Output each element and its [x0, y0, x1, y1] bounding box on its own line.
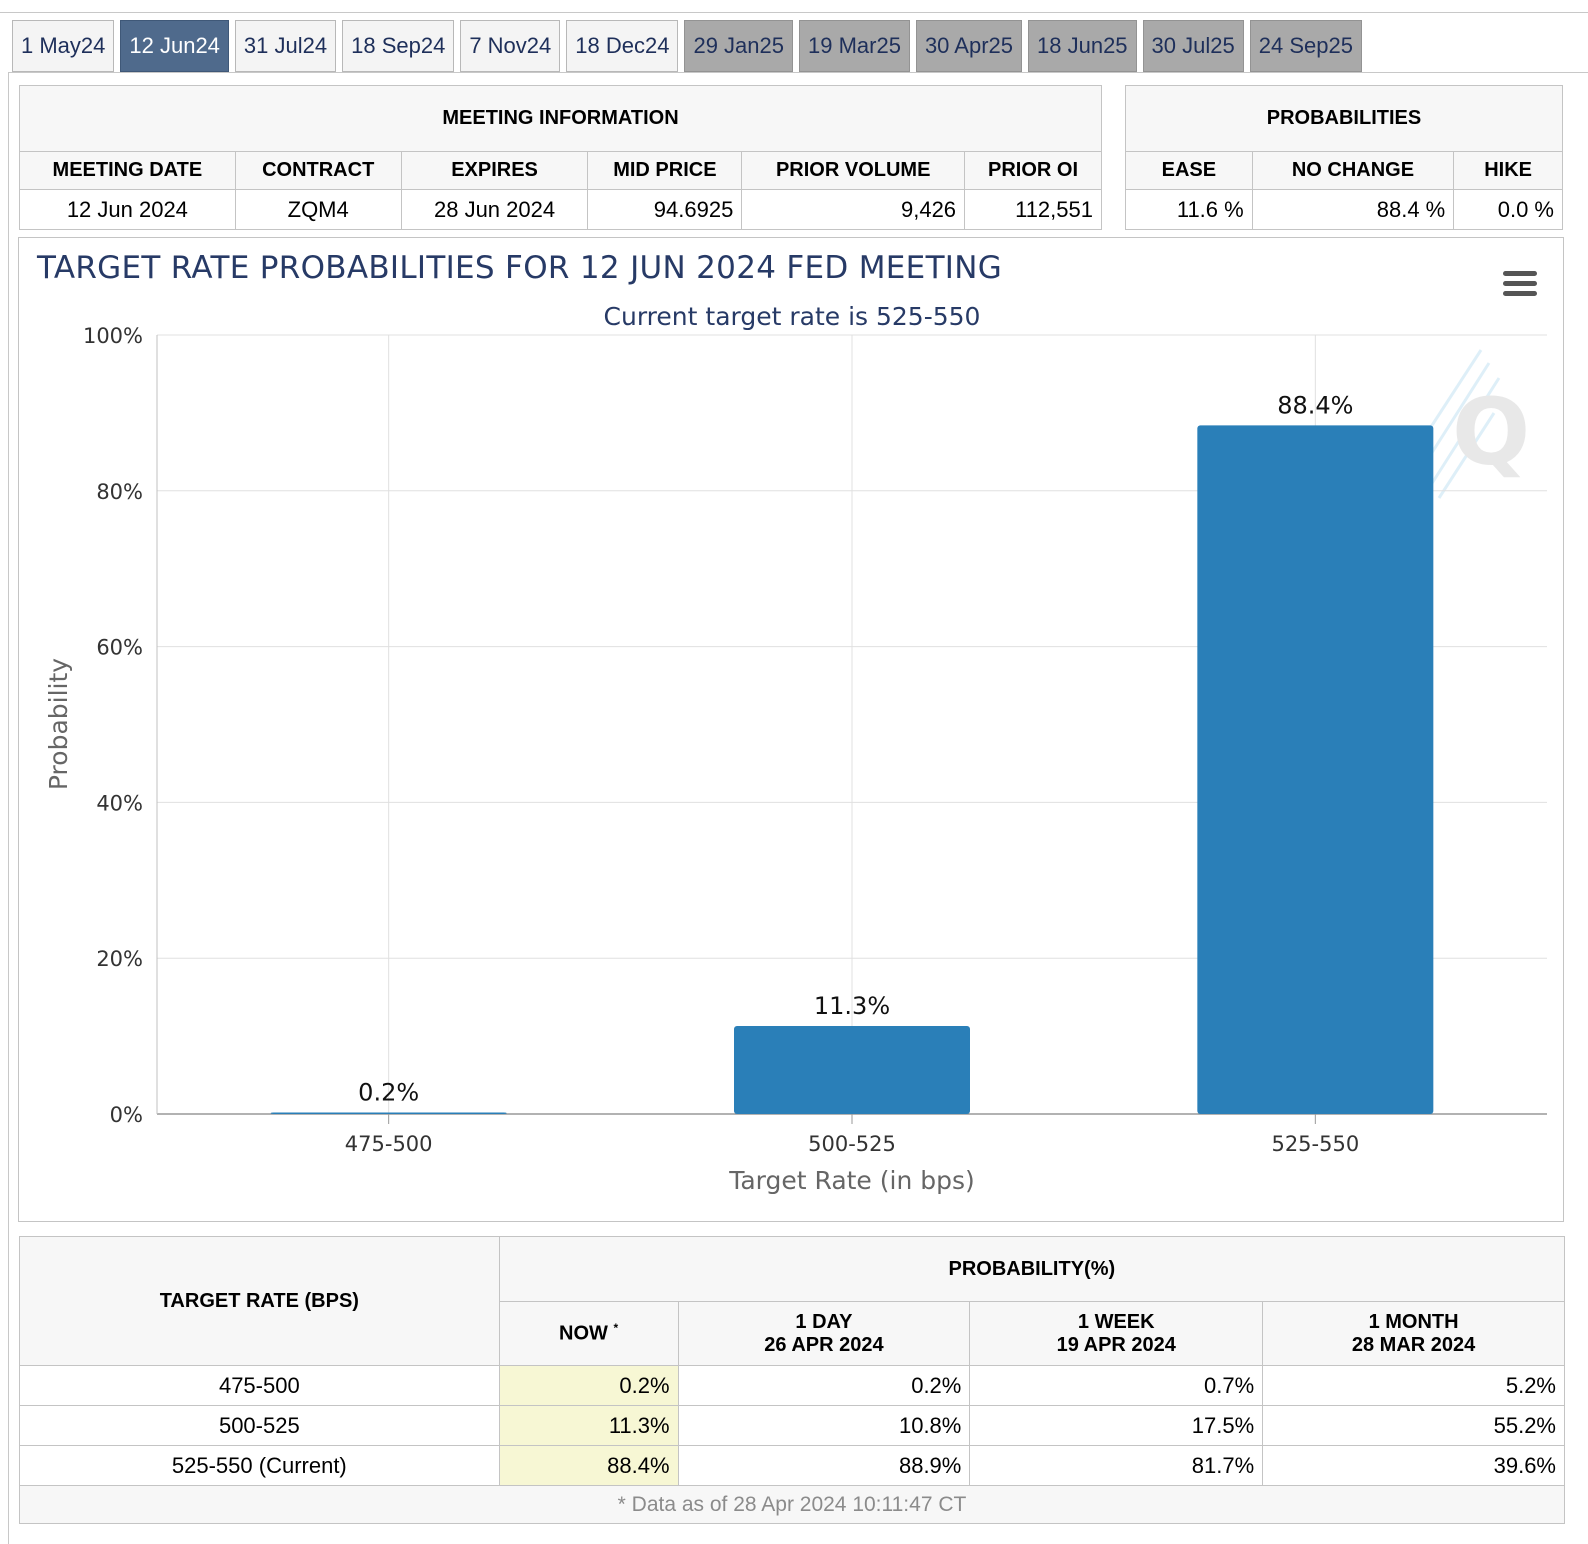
now-cell: 88.4% — [498, 1445, 679, 1486]
no-change-value: 88.4 % — [1251, 189, 1455, 230]
probabilities-title: PROBABILITIES — [1125, 85, 1563, 152]
hamburger-menu-icon[interactable] — [1503, 271, 1537, 299]
one-day-cell: 88.9% — [677, 1445, 971, 1486]
tab-18-sep24[interactable]: 18 Sep24 — [342, 20, 455, 72]
bar — [1197, 425, 1434, 1114]
one-week-cell: 81.7% — [969, 1445, 1264, 1486]
column-1-month: 1 MONTH 28 MAR 2024 — [1262, 1301, 1565, 1366]
table-row: 500-525 11.3% 10.8% 17.5% 55.2% — [19, 1405, 1565, 1446]
header-expires: EXPIRES — [400, 151, 589, 190]
one-month-cell: 55.2% — [1262, 1405, 1565, 1446]
now-asterisk: * — [613, 1321, 619, 1336]
tab-1-may24[interactable]: 1 May24 — [12, 20, 115, 72]
y-axis-title: Probability — [44, 658, 73, 790]
header-no-change: NO CHANGE — [1251, 151, 1455, 190]
one-week-cell: 17.5% — [969, 1405, 1264, 1446]
chart-title: TARGET RATE PROBABILITIES FOR 12 JUN 202… — [37, 250, 1003, 286]
tabs-top-border — [0, 12, 1588, 13]
column-1-month-date: 28 MAR 2024 — [1351, 1333, 1476, 1356]
meeting-information-table: MEETING INFORMATION MEETING DATE CONTRAC… — [19, 85, 1102, 230]
tab-18-dec24[interactable]: 18 Dec24 — [566, 20, 679, 72]
expires-value: 28 Jun 2024 — [400, 189, 589, 230]
target-rate-header: TARGET RATE (BPS) — [19, 1236, 500, 1366]
rate-cell: 500-525 — [19, 1405, 500, 1446]
y-tick-label: 100% — [83, 324, 143, 348]
bar — [734, 1025, 970, 1114]
column-1-week: 1 WEEK 19 APR 2024 — [969, 1301, 1264, 1366]
now-cell: 0.2% — [498, 1365, 679, 1406]
svg-text:Q: Q — [1452, 379, 1530, 486]
tab-29-jan25[interactable]: 29 Jan25 — [684, 20, 793, 72]
tab-30-jul25[interactable]: 30 Jul25 — [1142, 20, 1244, 72]
tab-30-apr25[interactable]: 30 Apr25 — [915, 20, 1023, 72]
column-1-day-date: 26 APR 2024 — [764, 1333, 884, 1356]
meeting-information-title: MEETING INFORMATION — [19, 85, 1102, 152]
bar-data-label: 11.3% — [814, 992, 890, 1020]
table-row: 475-500 0.2% 0.2% 0.7% 5.2% — [19, 1365, 1565, 1406]
probability-history-table: TARGET RATE (BPS) PROBABILITY(%) NOW * 1… — [19, 1236, 1566, 1524]
ease-value: 11.6 % — [1125, 189, 1253, 230]
x-tick-label: 475-500 — [345, 1132, 433, 1156]
tab-19-mar25[interactable]: 19 Mar25 — [798, 20, 910, 72]
column-1-week-date: 19 APR 2024 — [1056, 1333, 1176, 1356]
column-1-day-label: 1 DAY — [795, 1310, 853, 1333]
y-tick-label: 80% — [96, 480, 143, 504]
header-contract: CONTRACT — [234, 151, 402, 190]
tab-31-jul24[interactable]: 31 Jul24 — [234, 20, 337, 72]
hike-value: 0.0 % — [1453, 189, 1563, 230]
probabilities-table: PROBABILITIES EASE NO CHANGE HIKE 11.6 %… — [1125, 85, 1563, 230]
rate-cell: 475-500 — [19, 1365, 500, 1406]
bar — [270, 1112, 507, 1114]
column-1-week-label: 1 WEEK — [1077, 1310, 1155, 1333]
cme-q-logo: Q — [1412, 349, 1530, 499]
header-ease: EASE — [1125, 151, 1253, 190]
chart-subtitle: Current target rate is 525-550 — [603, 302, 981, 331]
bar-data-label: 0.2% — [358, 1078, 419, 1106]
prior-volume-value: 9,426 — [741, 189, 966, 230]
one-month-cell: 5.2% — [1262, 1365, 1565, 1406]
header-mid-price: MID PRICE — [587, 151, 743, 190]
x-tick-label: 525-550 — [1271, 1132, 1359, 1156]
column-now-label: NOW — [559, 1322, 608, 1345]
target-rate-chart: Q 0% 20% 40% 60% 80% 100% 0.2% 475-500 11.3% 500-… — [18, 237, 1564, 1222]
y-tick-label: 60% — [96, 636, 143, 660]
header-hike: HIKE — [1453, 151, 1563, 190]
x-axis-title: Target Rate (in bps) — [728, 1166, 975, 1195]
meeting-tabs: 1 May24 12 Jun24 31 Jul24 18 Sep24 7 Nov… — [12, 20, 1362, 72]
now-cell: 11.3% — [498, 1405, 679, 1446]
one-week-cell: 0.7% — [969, 1365, 1264, 1406]
one-day-cell: 10.8% — [677, 1405, 971, 1446]
prior-oi-value: 112,551 — [964, 189, 1102, 230]
tab-12-jun24[interactable]: 12 Jun24 — [120, 20, 229, 72]
column-1-month-label: 1 MONTH — [1368, 1310, 1459, 1333]
one-day-cell: 0.2% — [677, 1365, 971, 1406]
x-tick-label: 500-525 — [808, 1132, 896, 1156]
bar-data-label: 88.4% — [1277, 391, 1353, 419]
tab-24-sep25[interactable]: 24 Sep25 — [1249, 20, 1362, 72]
header-prior-oi: PRIOR OI — [964, 151, 1102, 190]
table-row: 525-550 (Current) 88.4% 88.9% 81.7% 39.6… — [19, 1445, 1565, 1486]
tab-18-jun25[interactable]: 18 Jun25 — [1028, 20, 1137, 72]
probability-header: PROBABILITY(%) — [498, 1236, 1566, 1302]
tab-7-nov24[interactable]: 7 Nov24 — [460, 20, 561, 72]
y-tick-label: 0% — [110, 1103, 143, 1127]
column-1-day: 1 DAY 26 APR 2024 — [677, 1301, 971, 1366]
chart-plot-area: Q 0% 20% 40% 60% 80% 100% 0.2% 475-500 11.3% 500-… — [44, 324, 1547, 1195]
y-tick-label: 20% — [96, 947, 143, 971]
contract-value: ZQM4 — [234, 189, 402, 230]
header-meeting-date: MEETING DATE — [19, 151, 236, 190]
data-timestamp-footnote: * Data as of 28 Apr 2024 10:11:47 CT — [19, 1485, 1565, 1524]
column-now: NOW * — [498, 1301, 679, 1366]
one-month-cell: 39.6% — [1262, 1445, 1565, 1486]
rate-cell: 525-550 (Current) — [19, 1445, 500, 1486]
y-tick-label: 40% — [96, 791, 143, 815]
mid-price-value: 94.6925 — [587, 189, 743, 230]
header-prior-volume: PRIOR VOLUME — [741, 151, 966, 190]
meeting-date-value: 12 Jun 2024 — [19, 189, 236, 230]
content-frame — [8, 72, 1588, 1544]
